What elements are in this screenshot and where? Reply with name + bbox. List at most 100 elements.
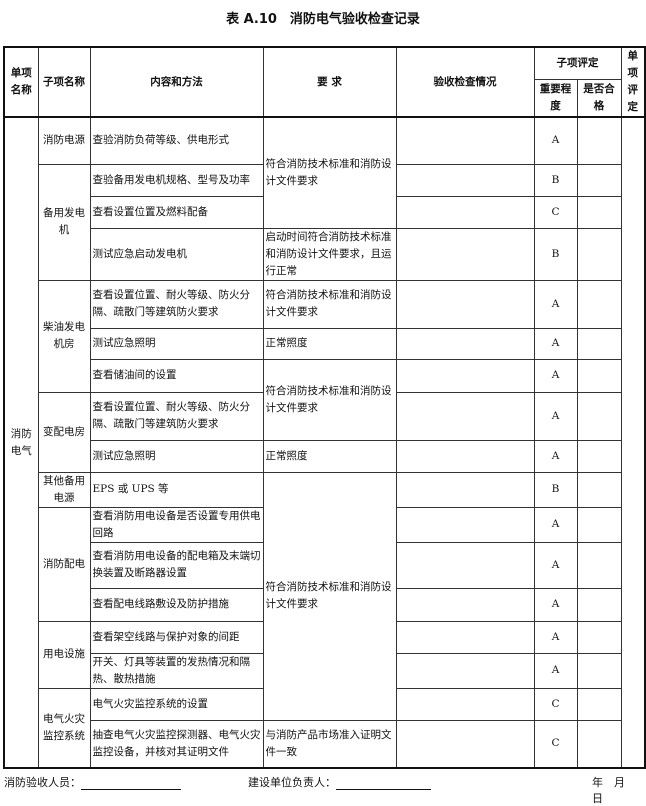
owner-signature: 建设单位负责人：: [248, 774, 431, 790]
inspection-cell[interactable]: [395, 719, 535, 769]
inspection-cell[interactable]: [395, 652, 535, 689]
qualified-cell[interactable]: [576, 358, 622, 393]
table-row: 测试应急启动发电机 启动时间符合消防技术标准和消防设计文件要求，且运行正常 B: [4, 227, 645, 281]
importance-cell: B: [533, 471, 578, 508]
qualified-cell[interactable]: [576, 227, 622, 281]
sub-name-cell: 变配电房: [37, 391, 91, 473]
inspector-label: 消防验收人员：: [4, 776, 81, 789]
importance-cell: A: [533, 652, 578, 689]
inspection-cell[interactable]: [395, 227, 535, 281]
owner-label: 建设单位负责人：: [248, 776, 336, 789]
qualified-cell[interactable]: [576, 327, 622, 360]
qualified-cell[interactable]: [576, 719, 622, 769]
sub-name-cell: 电气火灾监控系统: [37, 687, 91, 769]
inspection-cell[interactable]: [395, 116, 535, 165]
content-cell: 抽查电气火灾监控探测器、电气火灾监控设备，并核对其证明文件: [89, 719, 264, 769]
sub-name-cell: 消防配电: [37, 506, 91, 622]
sub-name-cell: 备用发电机: [37, 163, 91, 281]
header-requirement: 要 求: [262, 46, 397, 118]
table-row: 测试应急照明 正常照度 A: [4, 439, 645, 473]
qualified-cell[interactable]: [576, 163, 622, 197]
inspection-cell[interactable]: [395, 620, 535, 654]
header-sub-name: 子项名称: [37, 46, 91, 118]
qualified-cell[interactable]: [576, 279, 622, 329]
table-row: 查看储油间的设置 符合消防技术标准和消防设计文件要求 A: [4, 358, 645, 441]
importance-cell: A: [533, 506, 578, 543]
item-eval-cell[interactable]: [620, 116, 646, 769]
importance-cell: A: [533, 439, 578, 473]
header-importance: 重要程度: [533, 79, 578, 119]
table-row: 其他备用电源 EPS 或 UPS 等符合消防技术标准和消防设计文件要求 B: [4, 471, 645, 721]
importance-cell: C: [533, 687, 578, 721]
table-row: 测试应急照明 正常照度 A: [4, 327, 645, 360]
qualified-cell[interactable]: [576, 116, 622, 165]
inspector-signature-field[interactable]: [81, 777, 181, 790]
qualified-cell[interactable]: [576, 195, 622, 229]
requirement-cell: 符合消防技术标准和消防设计文件要求: [262, 279, 397, 329]
inspection-cell[interactable]: [395, 471, 535, 508]
qualified-cell[interactable]: [576, 541, 622, 589]
importance-cell: C: [533, 195, 578, 229]
content-cell: 测试应急照明: [89, 327, 264, 360]
qualified-cell[interactable]: [576, 652, 622, 689]
qualified-cell[interactable]: [576, 439, 622, 473]
inspection-cell[interactable]: [395, 587, 535, 622]
header-item-name: 单项名称: [3, 46, 39, 118]
importance-cell: A: [533, 587, 578, 622]
inspection-record-table: 单项名称 子项名称 内容和方法 要 求 验收检查情况 子项评定 单项评定 重要程…: [3, 46, 646, 769]
item-name-cell: 消防电气: [3, 116, 39, 769]
content-cell: 测试应急照明: [89, 439, 264, 473]
qualified-cell[interactable]: [576, 506, 622, 543]
inspection-cell[interactable]: [395, 439, 535, 473]
requirement-cell: 正常照度: [262, 327, 397, 360]
qualified-cell[interactable]: [576, 620, 622, 654]
content-cell: 查验消防负荷等级、供电形式: [89, 116, 264, 165]
content-cell: 查看储油间的设置: [89, 358, 264, 393]
content-cell: 查看消防用电设备是否设置专用供电回路: [89, 506, 264, 543]
qualified-cell[interactable]: [576, 687, 622, 721]
header-content: 内容和方法: [89, 46, 264, 118]
inspection-cell[interactable]: [395, 358, 535, 393]
table-row: 电气火灾监控系统 电气火灾监控系统的设置 C: [4, 687, 645, 769]
inspection-cell[interactable]: [395, 327, 535, 360]
requirement-cell: 启动时间符合消防技术标准和消防设计文件要求，且运行正常: [262, 227, 397, 281]
importance-cell: A: [533, 358, 578, 393]
inspection-cell[interactable]: [395, 279, 535, 329]
inspection-cell[interactable]: [395, 391, 535, 441]
header-inspection: 验收检查情况: [395, 46, 535, 118]
importance-cell: A: [533, 279, 578, 329]
qualified-cell[interactable]: [576, 471, 622, 508]
importance-cell: A: [533, 541, 578, 589]
content-cell: 测试应急启动发电机: [89, 227, 264, 281]
content-cell: 查看设置位置、耐火等级、防火分隔、疏散门等建筑防火要求: [89, 391, 264, 441]
importance-cell: B: [533, 163, 578, 197]
qualified-cell[interactable]: [576, 587, 622, 622]
content-cell: 查看设置位置、耐火等级、防火分隔、疏散门等建筑防火要求: [89, 279, 264, 329]
sub-name-cell: 用电设施: [37, 620, 91, 689]
page-title: 表 A.10 消防电气验收检查记录: [226, 12, 420, 27]
content-cell: 查看消防用电设备的配电箱及末端切换装置及断路器设置: [89, 541, 264, 589]
inspection-cell[interactable]: [395, 541, 535, 589]
qualified-cell[interactable]: [576, 391, 622, 441]
importance-cell: A: [533, 620, 578, 654]
inspection-cell[interactable]: [395, 687, 535, 721]
content-cell: 查验备用发电机规格、型号及功率: [89, 163, 264, 197]
table-row: 备用发电机 查验备用发电机规格、型号及功率 B: [4, 163, 645, 281]
requirement-cell: 符合消防技术标准和消防设计文件要求: [262, 116, 397, 229]
content-cell: 查看设置位置及燃料配备: [89, 195, 264, 229]
table-row: 查看设置位置及燃料配备 C: [4, 195, 645, 229]
importance-cell: A: [533, 391, 578, 441]
header-qualified: 是否合格: [576, 79, 622, 119]
table-row: 抽查电气火灾监控探测器、电气火灾监控设备，并核对其证明文件 与消防产品市场准入证明…: [4, 719, 645, 769]
inspection-cell[interactable]: [395, 195, 535, 229]
table-row: 变配电房 查看设置位置、耐火等级、防火分隔、疏散门等建筑防火要求 A: [4, 391, 645, 473]
table-row: 消防电气 消防电源 查验消防负荷等级、供电形式 符合消防技术标准和消防设计文件要求 A: [3, 116, 646, 769]
header-item-eval: 单项评定: [620, 46, 646, 118]
importance-cell: A: [533, 116, 578, 165]
owner-signature-field[interactable]: [336, 777, 431, 790]
inspection-cell[interactable]: [395, 506, 535, 543]
table-row: 用电设施 查看架空线路与保护对象的间距 A: [4, 620, 645, 689]
content-cell: 查看架空线路与保护对象的间距: [89, 620, 264, 654]
header-sub-eval: 子项评定: [533, 46, 622, 81]
inspection-cell[interactable]: [395, 163, 535, 197]
